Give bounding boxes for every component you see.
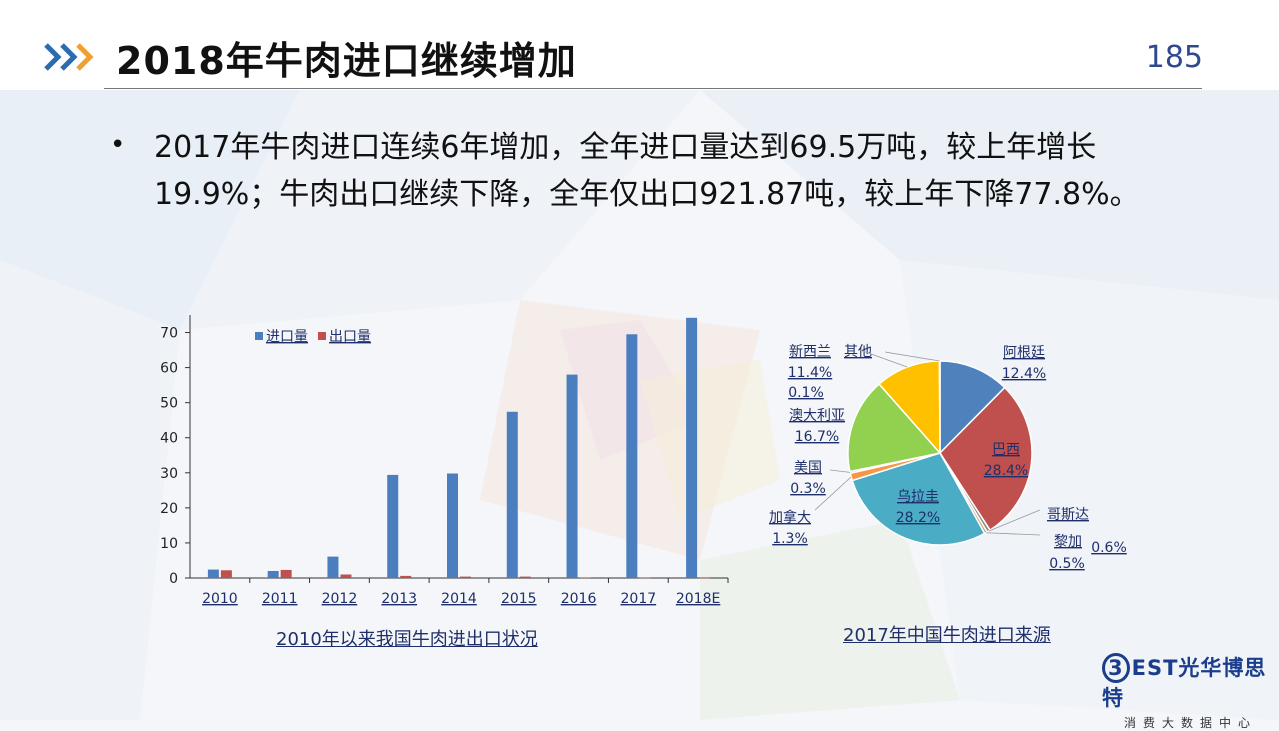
bar-export	[460, 576, 471, 578]
bullet-dot-icon: •	[110, 130, 126, 160]
bar-export	[699, 577, 711, 579]
bar-export	[280, 569, 292, 578]
pie-label: 美国	[794, 460, 822, 476]
pie-value-label: 11.4%	[788, 365, 832, 381]
page-title: 2018年牛肉进口继续增加	[116, 39, 577, 83]
pie-label: 澳大利亚	[789, 408, 845, 424]
bar-export	[639, 577, 651, 579]
bar-export	[400, 575, 412, 578]
legend-label: 出口量	[329, 329, 371, 345]
y-tick-label: 10	[160, 536, 178, 552]
y-tick-label: 0	[169, 571, 178, 587]
pie-value-label: 0.5%	[1049, 556, 1085, 572]
header-divider	[104, 88, 1202, 89]
pie-label: 加拿大	[769, 509, 811, 526]
pie-label: 新西兰	[789, 344, 831, 360]
bar-import	[566, 374, 578, 578]
bar-chart-caption: 2010年以来我国牛肉进出口状况	[276, 629, 538, 650]
pie-label: 阿根廷	[1003, 345, 1045, 361]
bar-import	[686, 317, 698, 578]
y-tick-label: 70	[160, 326, 178, 342]
bar-import	[267, 570, 279, 578]
legend-swatch	[255, 332, 263, 340]
x-tick-label: 2013	[381, 591, 417, 607]
pie-chart-caption: 2017年中国牛肉进口来源	[843, 625, 1051, 646]
y-tick-label: 20	[160, 501, 178, 517]
bar-import	[207, 569, 219, 578]
bar-import	[626, 334, 638, 578]
pie-value-label: 1.3%	[772, 531, 808, 547]
pie-label: 巴西	[992, 442, 1020, 458]
y-tick-label: 30	[160, 466, 178, 482]
pie-leader-line	[859, 349, 908, 368]
bullet-text: 2017年牛肉进口连续6年增加，全年进口量达到69.5万吨，较上年增长19.9%…	[154, 130, 1140, 212]
x-tick-label: 2014	[441, 591, 477, 607]
pie-value-label: 0.1%	[788, 385, 824, 401]
pie-slice	[939, 386, 1033, 532]
y-tick-label: 40	[160, 431, 178, 447]
pie-value-label: 0.6%	[1091, 540, 1127, 556]
pie-value-label: 28.4%	[984, 463, 1028, 479]
bar-import	[387, 474, 399, 578]
pie-value-label: 28.2%	[896, 510, 940, 526]
bar-export	[579, 577, 591, 579]
logo-sub-text: 消费大数据中心	[1124, 716, 1258, 730]
x-tick-label: 2018E	[676, 591, 720, 607]
y-tick-label: 50	[160, 396, 178, 412]
chevron-arrows-icon	[44, 43, 94, 71]
pie-value-label: 16.7%	[795, 429, 839, 445]
pie-leader-line	[829, 469, 851, 473]
header-bar	[0, 0, 1279, 90]
pie-slice	[939, 360, 1006, 455]
logo-main-text: 3 EST光华博思特	[1102, 652, 1279, 712]
company-logo: 3 EST光华博思特 消费大数据中心	[1102, 652, 1279, 731]
bar-export	[519, 576, 531, 578]
pie-label: 黎加	[1054, 534, 1082, 550]
pie-value-label: 0.3%	[790, 481, 826, 497]
pie-value-label: 12.4%	[1002, 366, 1046, 382]
pie-leader-line	[988, 509, 1041, 532]
bar-import	[447, 473, 458, 578]
pie-slice	[847, 382, 942, 473]
x-tick-label: 2015	[501, 591, 537, 607]
bar-export	[220, 570, 232, 578]
pie-label: 哥斯达	[1047, 507, 1089, 523]
pie-label: 其他	[844, 344, 872, 360]
bar-import	[327, 556, 339, 578]
bar-export	[340, 574, 352, 578]
x-tick-label: 2016	[561, 591, 597, 607]
pie-leader-line	[814, 476, 852, 511]
legend-swatch	[318, 332, 326, 340]
bar-import	[506, 411, 518, 578]
x-tick-label: 2012	[322, 591, 358, 607]
bullet-point: • 2017年牛肉进口连续6年增加，全年进口量达到69.5万吨，较上年增长19.…	[110, 124, 1150, 218]
pie-leader-line	[985, 532, 1041, 536]
pie-label: 乌拉圭	[897, 489, 939, 505]
pie-leader-line	[884, 351, 940, 362]
x-tick-label: 2017	[621, 591, 657, 607]
legend-label: 进口量	[266, 329, 308, 345]
page-number: 185	[1145, 40, 1203, 75]
pie-slice	[851, 452, 986, 546]
x-tick-label: 2010	[202, 591, 238, 607]
y-tick-label: 60	[160, 361, 178, 377]
x-tick-label: 2011	[262, 591, 298, 607]
pie-slice	[938, 360, 941, 454]
